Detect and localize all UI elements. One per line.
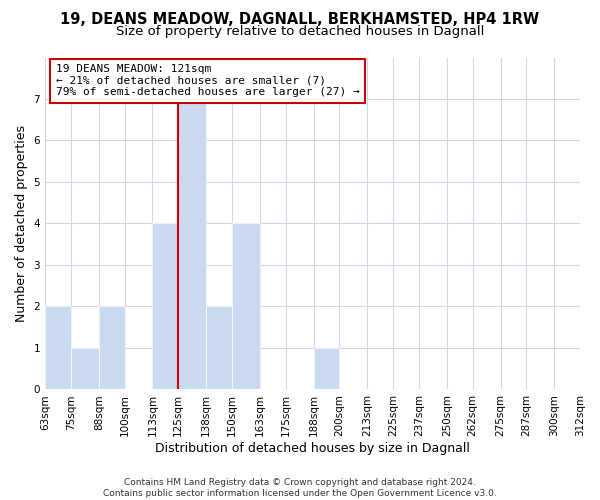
Bar xyxy=(71,348,99,390)
Text: Size of property relative to detached houses in Dagnall: Size of property relative to detached ho… xyxy=(116,25,484,38)
Text: 19, DEANS MEADOW, DAGNALL, BERKHAMSTED, HP4 1RW: 19, DEANS MEADOW, DAGNALL, BERKHAMSTED, … xyxy=(61,12,539,28)
Text: 19 DEANS MEADOW: 121sqm
← 21% of detached houses are smaller (7)
79% of semi-det: 19 DEANS MEADOW: 121sqm ← 21% of detache… xyxy=(56,64,359,98)
Y-axis label: Number of detached properties: Number of detached properties xyxy=(15,125,28,322)
Bar xyxy=(206,306,232,390)
Bar xyxy=(232,224,260,390)
Bar xyxy=(45,306,71,390)
Text: Contains HM Land Registry data © Crown copyright and database right 2024.
Contai: Contains HM Land Registry data © Crown c… xyxy=(103,478,497,498)
Bar xyxy=(178,99,206,390)
Bar xyxy=(314,348,340,390)
Bar xyxy=(99,306,125,390)
Bar xyxy=(152,224,178,390)
X-axis label: Distribution of detached houses by size in Dagnall: Distribution of detached houses by size … xyxy=(155,442,470,455)
